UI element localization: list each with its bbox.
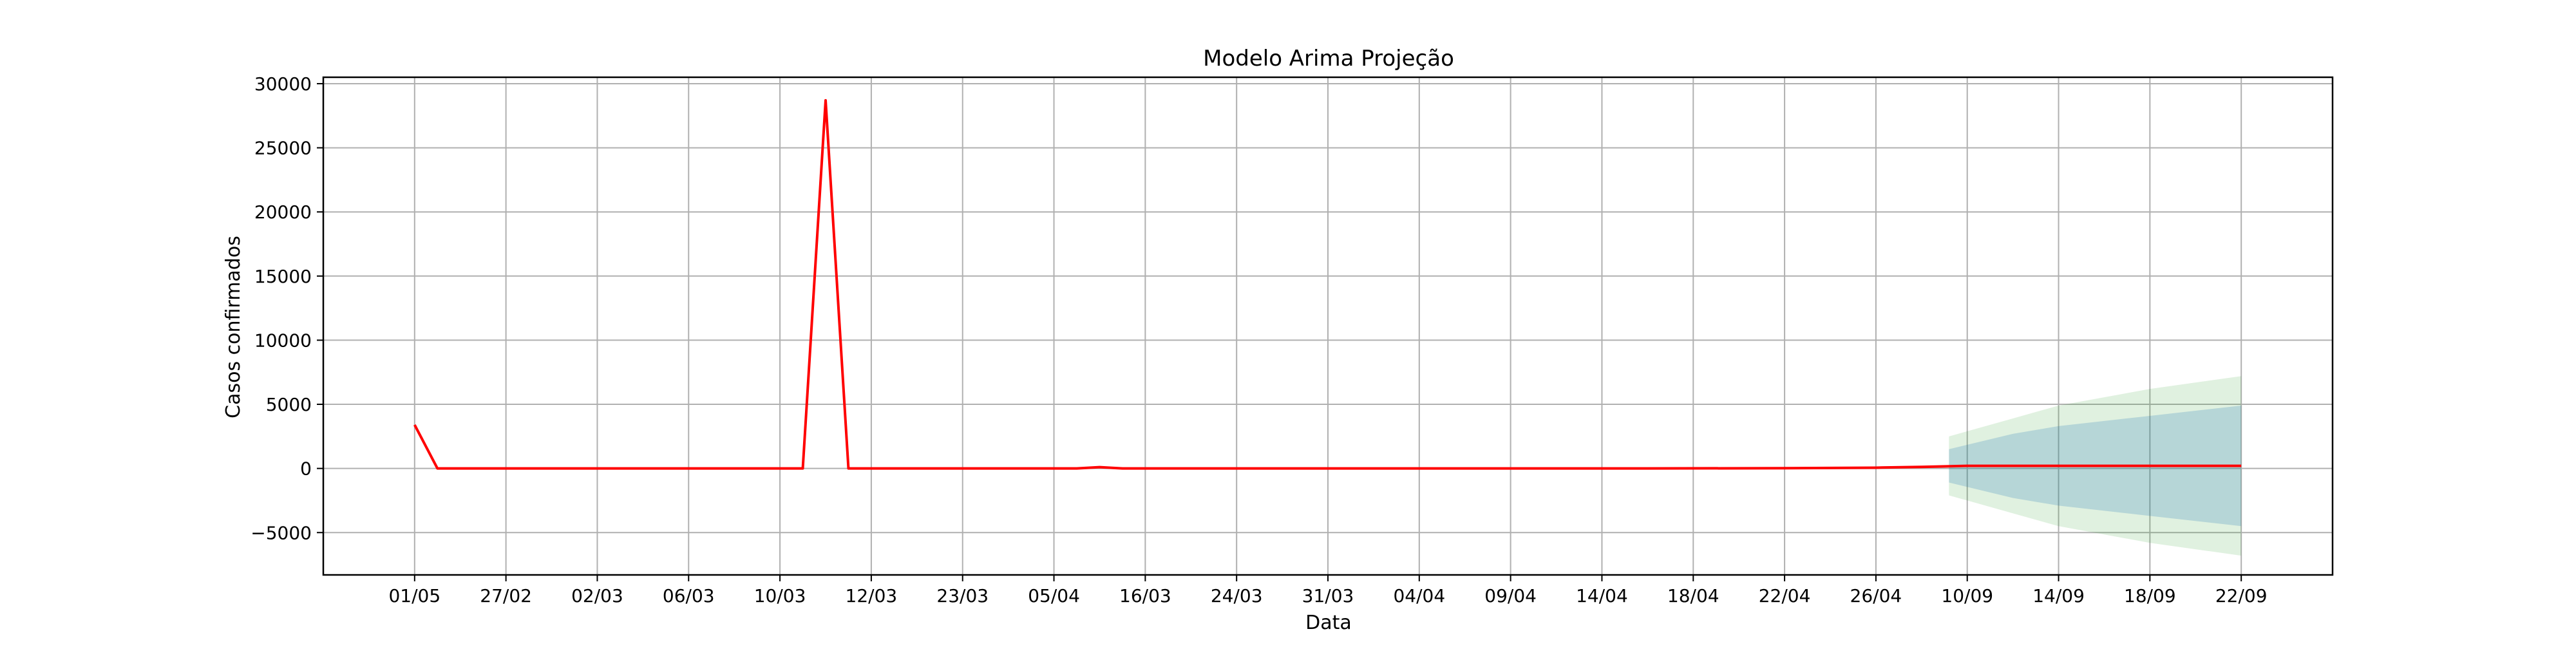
x-tick-label: 23/03: [936, 585, 989, 606]
y-tick-label: 5000: [266, 394, 312, 415]
y-tick-label: 30000: [254, 73, 312, 95]
x-tick-label: 18/04: [1667, 585, 1719, 606]
x-tick-label: 22/04: [1759, 585, 1811, 606]
x-tick-label: 06/03: [663, 585, 715, 606]
grid-lines: [323, 77, 2333, 575]
x-tick-label: 12/03: [846, 585, 898, 606]
y-axis-label: Casos confirmados: [222, 236, 245, 418]
x-tick-label: 27/02: [480, 585, 532, 606]
x-tick-label: 02/03: [571, 585, 623, 606]
x-tick-label: 26/04: [1850, 585, 1902, 606]
x-tick-label: 09/04: [1484, 585, 1537, 606]
x-tick-label: 24/03: [1211, 585, 1263, 606]
y-tick-label: 10000: [254, 330, 312, 351]
x-tick-label: 05/04: [1028, 585, 1080, 606]
y-tick-label: 20000: [254, 202, 312, 223]
y-tick-label: 25000: [254, 138, 312, 159]
x-tick-label: 04/04: [1393, 585, 1445, 606]
series-line: [413, 98, 2242, 470]
chart-title: Modelo Arima Projeção: [1203, 46, 1454, 71]
y-tick-label: 15000: [254, 266, 312, 287]
x-tick-label: 10/09: [1941, 585, 1993, 606]
x-tick-label: 14/09: [2032, 585, 2085, 606]
y-tick-label: −5000: [251, 522, 312, 543]
x-tick-label: 18/09: [2124, 585, 2176, 606]
x-tick-label: 31/03: [1302, 585, 1354, 606]
x-tick-label: 16/03: [1119, 585, 1171, 606]
x-tick-label: 14/04: [1576, 585, 1628, 606]
x-tick-label: 10/03: [754, 585, 806, 606]
y-tick-label: 0: [300, 458, 312, 480]
x-tick-label: 01/05: [388, 585, 440, 606]
x-axis-label: Data: [1305, 612, 1352, 634]
y-axis-ticks: −5000 0 5000 10000 15000 20000 25000 30000: [251, 73, 323, 543]
series-lines: [413, 98, 2242, 470]
x-axis-ticks: 01/05 27/02 02/03 06/03 10/03 12/03 23/03 05/04…: [388, 575, 2268, 606]
x-tick-label: 22/09: [2215, 585, 2268, 606]
